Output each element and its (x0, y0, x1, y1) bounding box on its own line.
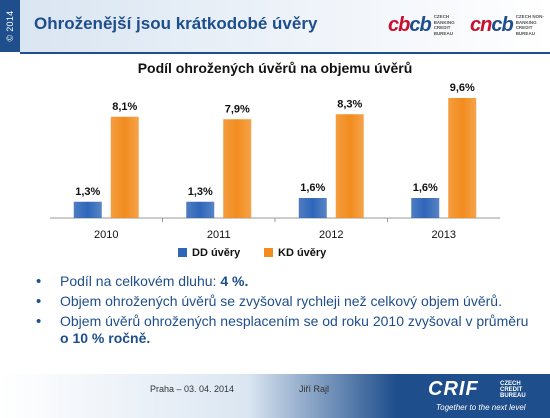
cbcb-logo-subtitle: CZECH BANKING CREDIT BUREAU (433, 14, 455, 36)
data-label: 1,6% (413, 182, 438, 194)
bullet-text: Podíl na celkovém dluhu: (60, 273, 221, 289)
page-title: Ohroženější jsou krátkodobé úvěry (34, 14, 318, 33)
x-tick-label: 2010 (94, 229, 118, 241)
cncb-logo: cncb CZECH NON-BANKING CREDIT BUREAU (470, 12, 548, 38)
bullet-text: Objem ohrožených úvěrů se zvyšoval rychl… (60, 293, 502, 309)
data-label: 7,9% (225, 103, 250, 115)
cbcb-logo-mark: cbcb (388, 13, 432, 36)
data-label: 8,3% (337, 98, 362, 110)
legend-swatch (178, 248, 187, 257)
x-tick-label: 2013 (432, 229, 456, 241)
data-label: 9,6% (450, 82, 475, 94)
bar-dd-2012 (298, 198, 327, 218)
copyright-label: © 2014 (5, 10, 15, 42)
bar-dd-2011 (186, 201, 215, 218)
crif-logo-subtitle: CZECH CREDIT BUREAU (500, 381, 526, 399)
bar-kd-2010 (110, 116, 139, 218)
bullet-text: 4 %. (220, 273, 249, 289)
cncb-logo-subtitle: CZECH NON-BANKING CREDIT BUREAU (515, 14, 544, 36)
footer-author: Jiří Rajl (299, 384, 330, 394)
chart-title: Podíl ohrožených úvěrů na objemu úvěrů (138, 60, 413, 76)
legend-label: KD úvěry (278, 247, 327, 259)
header-band (0, 0, 550, 52)
footer-band (0, 374, 550, 418)
bullet-item: • Podíl na celkovém dluhu: 4 %. (36, 273, 536, 290)
cncb-logo-mark: cncb (470, 13, 514, 36)
bullet-text: Objem úvěrů ohrožených nesplacením se od… (60, 313, 529, 329)
footer-place-date: Praha – 03. 04. 2014 (150, 384, 235, 394)
crif-tagline: Together to the next level (436, 403, 526, 412)
legend-label: DD úvěry (192, 247, 241, 259)
bar-dd-2010 (73, 201, 102, 218)
bullet-text: o 10 % ročně. (60, 330, 151, 346)
crif-logo: CRIF CZECH CREDIT BUREAU Together to the… (428, 378, 546, 414)
bullet-dot-icon: • (36, 313, 42, 330)
bullet-dot-icon: • (36, 293, 42, 310)
bar-kd-2012 (335, 114, 364, 218)
bullet-item: • Objem ohrožených úvěrů se zvyšoval rych… (36, 293, 536, 310)
bar-kd-2013 (448, 98, 477, 218)
bullet-list: • Podíl na celkovém dluhu: 4 %. • Objem ohr… (36, 273, 536, 350)
copyright-strip: © 2014 (0, 0, 20, 52)
crif-logo-mark: CRIF (428, 378, 479, 400)
data-label: 1,3% (75, 186, 100, 198)
data-label: 1,6% (300, 182, 325, 194)
data-label: 1,3% (188, 186, 213, 198)
header-divider (20, 52, 550, 54)
bullet-item: • Objem úvěrů ohrožených nesplacením se o… (36, 313, 536, 347)
bullet-dot-icon: • (36, 273, 42, 290)
data-label: 8,1% (112, 101, 137, 113)
x-tick-label: 2012 (319, 229, 343, 241)
bar-chart: Podíl ohrožených úvěrů na objemu úvěrů 1,… (50, 60, 500, 259)
legend-swatch (264, 248, 273, 257)
x-tick-label: 2011 (207, 229, 231, 241)
bar-kd-2011 (223, 119, 252, 218)
bar-dd-2013 (411, 198, 440, 218)
cbcb-logo: cbcb CZECH BANKING CREDIT BUREAU (388, 12, 466, 38)
